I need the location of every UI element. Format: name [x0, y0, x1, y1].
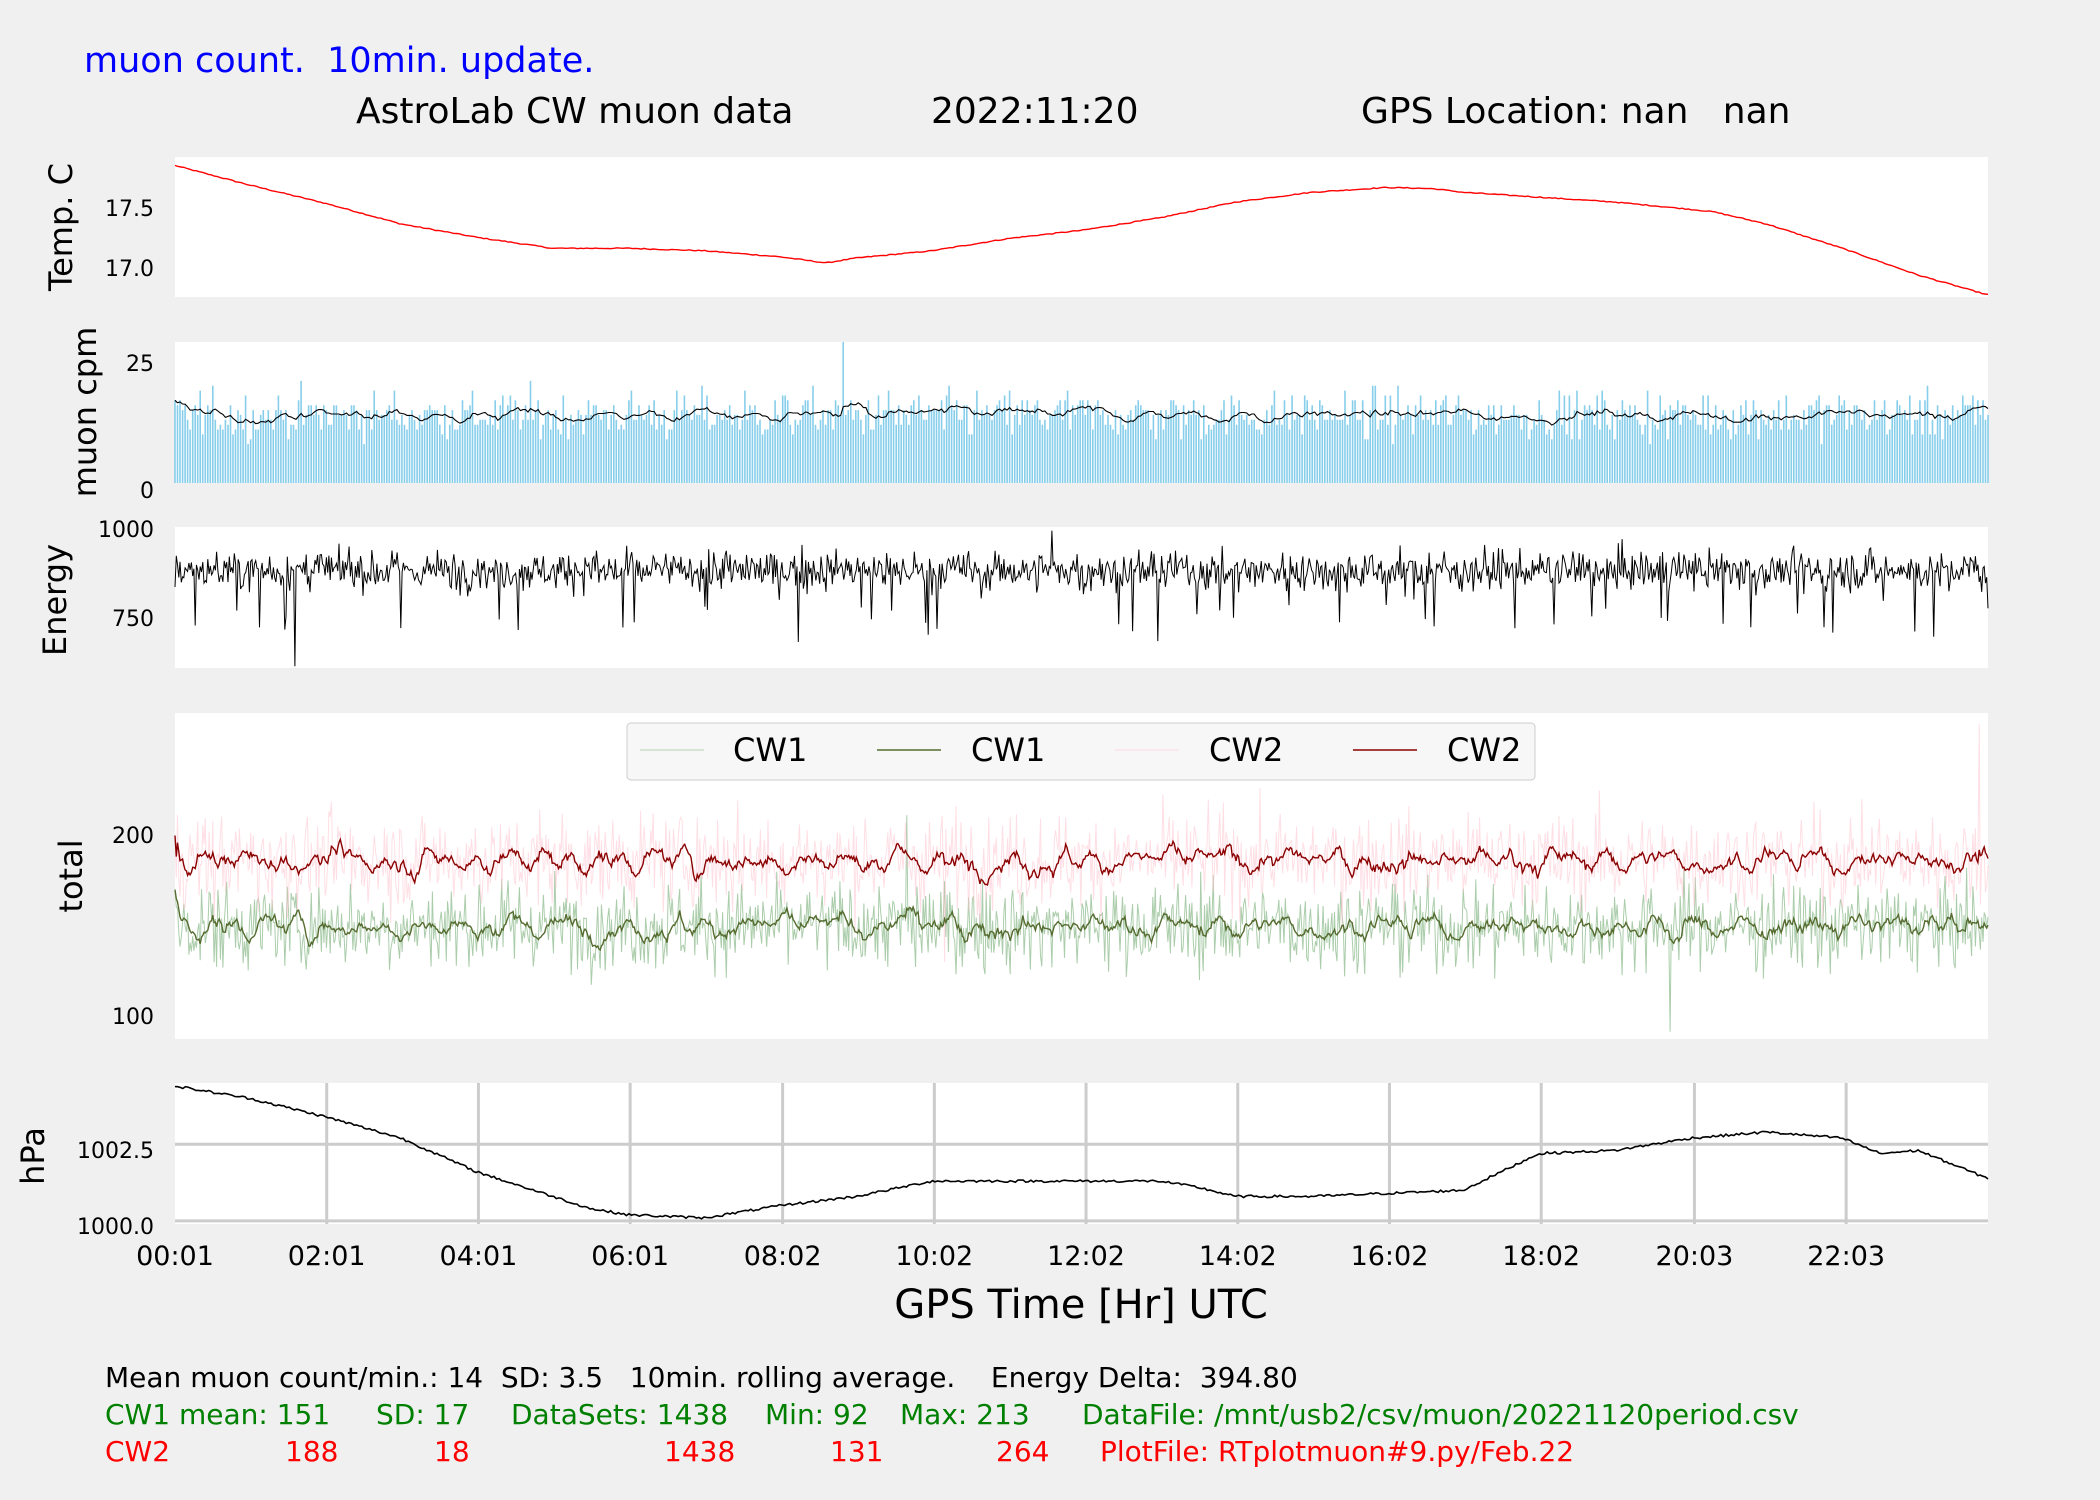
muon-ytick-0: 0: [140, 479, 154, 504]
pressure-series: [174, 1085, 1989, 1220]
cw2-max: 264: [996, 1435, 1050, 1468]
muon-avg-line: [174, 399, 1989, 426]
gps-location: GPS Location: nan nan: [1361, 91, 1791, 132]
legend-label-cw2-avg: CW2: [1447, 731, 1521, 769]
total-ylabel: total: [52, 839, 90, 912]
muon-ylabel: muon cpm: [66, 327, 104, 498]
muon-ytick-25: 25: [126, 352, 154, 377]
x-tick-label: 18:02: [1502, 1241, 1580, 1272]
energy-ytick-750: 750: [112, 607, 154, 632]
x-tick-label: 14:02: [1199, 1241, 1277, 1272]
total-ytick-200: 200: [112, 824, 154, 849]
stats-line-muon: Mean muon count/min.: 14 SD: 3.5 10min. …: [105, 1361, 1298, 1394]
cw2-plotfile: PlotFile: RTplotmuon#9.py/Feb.22: [1100, 1435, 1575, 1468]
total-ytick-100: 100: [112, 1005, 154, 1030]
cw2-label: CW2: [105, 1435, 171, 1468]
plot-date: 2022:11:20: [931, 91, 1139, 132]
muon-rolling-average: [174, 399, 1989, 426]
legend-label-cw1-avg: CW1: [971, 731, 1045, 769]
temp-series: [174, 164, 1989, 295]
temp-line: [174, 164, 1989, 295]
x-tick-label: 16:02: [1351, 1241, 1429, 1272]
cw2-avg-line: [174, 835, 1989, 887]
x-tick-label: 08:02: [744, 1241, 822, 1272]
legend-box: [626, 722, 1536, 781]
energy-series: [174, 530, 1989, 667]
x-tick-label: 10:02: [895, 1241, 973, 1272]
legend-label-cw1-raw: CW1: [733, 731, 807, 769]
temp-ytick-17.5: 17.5: [105, 197, 154, 222]
pressure-ytick-1000.0: 1000.0: [77, 1215, 154, 1240]
x-tick-label: 06:01: [591, 1241, 669, 1272]
cw1-datafile: DataFile: /mnt/usb2/csv/muon/20221120per…: [1082, 1398, 1799, 1431]
x-tick-label: 04:01: [440, 1241, 518, 1272]
plot-title: AstroLab CW muon data: [356, 91, 794, 132]
muon-bars: [174, 342, 1989, 483]
cw1-sd: SD: 17: [376, 1398, 470, 1431]
legend-label-cw2-raw: CW2: [1209, 731, 1283, 769]
energy-ytick-1000: 1000: [98, 518, 154, 543]
pressure-panel: [175, 1083, 1988, 1224]
x-tick-label: 22:03: [1807, 1241, 1885, 1272]
cw1-avg-line: [174, 889, 1989, 952]
x-tick-label: 20:03: [1656, 1241, 1734, 1272]
temp-panel: [175, 157, 1988, 297]
x-tick-label: 02:01: [288, 1241, 366, 1272]
energy-ylabel: Energy: [36, 544, 74, 656]
pressure-ytick-1002.5: 1002.5: [77, 1139, 154, 1164]
cw2-min: 131: [830, 1435, 884, 1468]
cw1-mean: CW1 mean: 151: [105, 1398, 331, 1431]
cw2-sd: 18: [434, 1435, 470, 1468]
temp-ylabel: Temp. C: [42, 163, 80, 292]
cw2-datasets: 1438: [664, 1435, 736, 1468]
plot-subtitle: muon count. 10min. update.: [84, 41, 595, 81]
total-series: [174, 723, 1989, 1032]
x-tick-label: 12:02: [1047, 1241, 1125, 1272]
energy-line: [174, 530, 1989, 667]
x-tick-label: 00:01: [136, 1241, 214, 1272]
cw2-mean: 188: [285, 1435, 339, 1468]
pressure-line: [174, 1085, 1989, 1220]
pressure-grid: [175, 1083, 1988, 1224]
x-axis-label: GPS Time [Hr] UTC: [894, 1282, 1268, 1328]
cw1-datasets: DataSets: 1438: [511, 1398, 729, 1431]
cw1-max: Max: 213: [900, 1398, 1030, 1431]
legend: CW1 CW1 CW2 CW2: [626, 722, 1536, 781]
pressure-ylabel: hPa: [14, 1127, 52, 1185]
energy-panel: [175, 527, 1988, 668]
cw1-min: Min: 92: [765, 1398, 869, 1431]
cw2-raw-line: [174, 723, 1989, 963]
temp-ytick-17.0: 17.0: [105, 257, 154, 282]
muon-bar-marks: [174, 342, 1989, 483]
x-tick-labels: 00:01 02:01 04:01 06:01 08:02 10:02 12:02 14:02…: [136, 1241, 1885, 1272]
